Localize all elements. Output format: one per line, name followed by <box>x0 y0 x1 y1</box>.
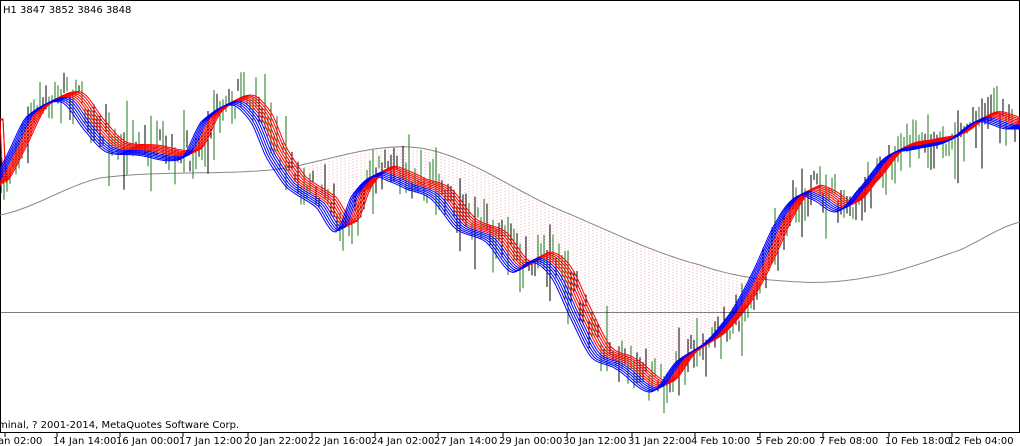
x-tick-label: 10 Feb 18:00 <box>885 436 951 446</box>
x-tick-label: 14 Jan 14:00 <box>53 436 116 446</box>
moving-average <box>0 99 1020 391</box>
x-tick-label: 24 Jan 02:00 <box>371 436 434 446</box>
x-tick-label: 29 Jan 00:00 <box>499 436 562 446</box>
moving-average <box>0 100 1020 392</box>
slow-average <box>0 146 1020 283</box>
x-tick-label: 16 Jan 00:00 <box>116 436 179 446</box>
x-tick-label: Jan 02:00 <box>0 436 42 446</box>
x-tick-label: 30 Jan 12:00 <box>563 436 626 446</box>
moving-average <box>0 101 1020 393</box>
x-tick-label: 12 Feb 04:00 <box>948 436 1014 446</box>
symbol-info: H1 3847 3852 3846 3848 <box>3 5 131 16</box>
x-tick-label: 5 Feb 20:00 <box>756 436 815 446</box>
moving-average <box>0 98 1020 390</box>
x-tick-label: 31 Jan 22:00 <box>628 436 691 446</box>
x-tick-label: 17 Jan 12:00 <box>179 436 242 446</box>
x-tick-label: 20 Jan 22:00 <box>244 436 307 446</box>
x-tick-label: 4 Feb 10:00 <box>691 436 750 446</box>
moving-average <box>0 97 1020 389</box>
x-tick-label: 7 Feb 08:00 <box>819 436 878 446</box>
plot-frame <box>0 0 1020 433</box>
x-tick-label: 27 Jan 14:00 <box>434 436 497 446</box>
chart-layers <box>0 72 1020 414</box>
x-tick-label: 22 Jan 16:00 <box>308 436 371 446</box>
copyright: minal, ? 2001-2014, MetaQuotes Software … <box>0 420 239 431</box>
